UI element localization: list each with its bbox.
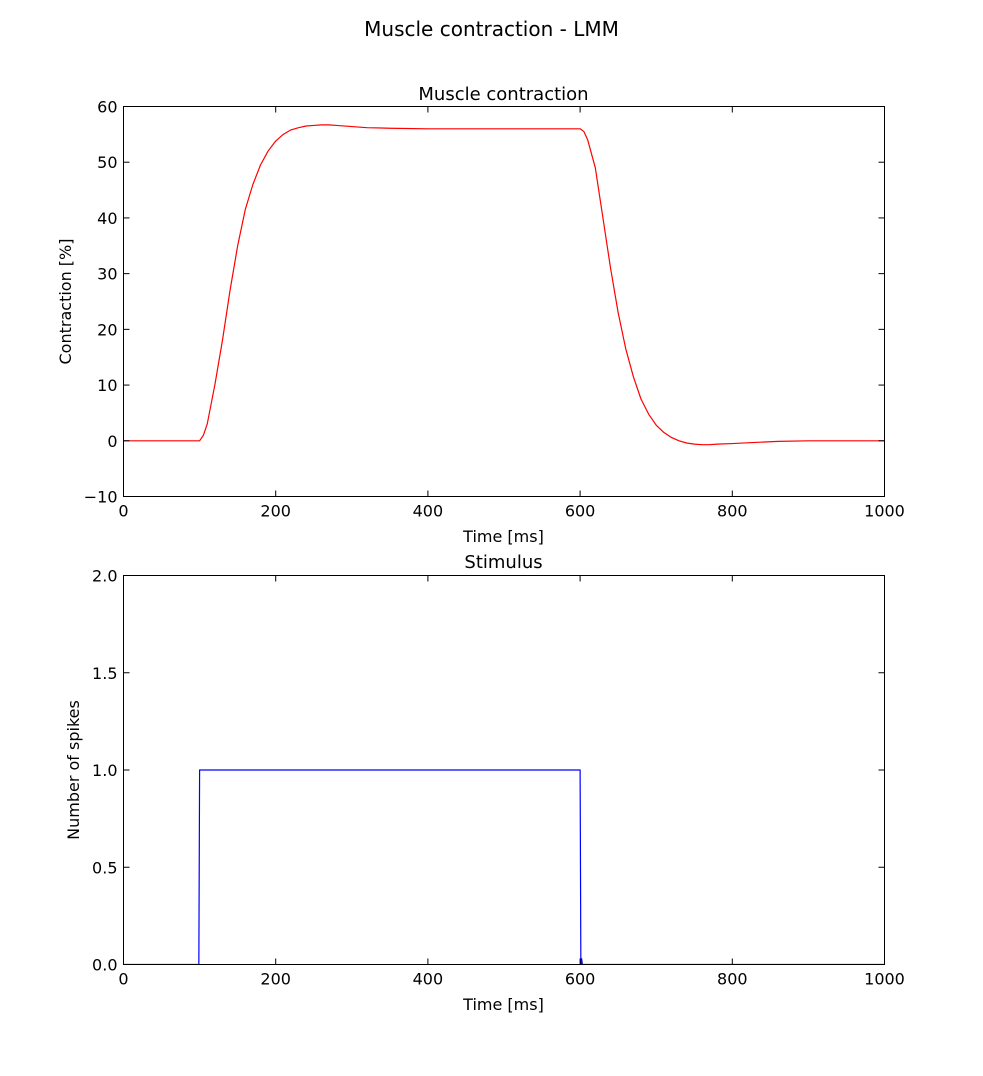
contraction-x-tick-label: 0 — [118, 502, 128, 521]
stimulus-series-line — [123, 769, 885, 965]
stimulus-x-tick-label: 400 — [413, 970, 444, 989]
contraction-y-tick-label: 60 — [97, 98, 117, 117]
stimulus-x-axis-label: Time [ms] — [462, 995, 544, 1014]
contraction-axes-title: Muscle contraction — [418, 84, 588, 105]
contraction-x-tick-label: 400 — [413, 502, 444, 521]
contraction-y-tick-label: 20 — [97, 320, 117, 339]
stimulus-axes: Stimulus 0 200 400 600 800 1000 0.0 0.5 1.0 1.5 2.… — [64, 552, 905, 1014]
contraction-x-axis-label: Time [ms] — [462, 527, 544, 546]
contraction-y-tick-label: 10 — [97, 376, 117, 395]
stimulus-axes-frame — [123, 575, 885, 965]
stimulus-y-axis-label: Number of spikes — [64, 700, 83, 840]
contraction-y-tick-label: 30 — [97, 265, 117, 284]
contraction-axes: Muscle contraction 0 200 400 600 800 1000−100… — [56, 84, 905, 546]
contraction-x-tick-label: 200 — [260, 502, 291, 521]
figure-suptitle: Muscle contraction - LMM — [364, 17, 619, 41]
contraction-y-tick-label: 0 — [107, 432, 117, 451]
contraction-y-tick-label: −10 — [84, 488, 118, 507]
stimulus-plot-area — [123, 769, 885, 965]
contraction-x-tick-label: 800 — [717, 502, 748, 521]
stimulus-y-tick-label: 0.5 — [92, 858, 117, 877]
contraction-y-tick-label: 40 — [97, 209, 117, 228]
contraction-axes-frame — [123, 106, 885, 497]
stimulus-x-tick-label: 600 — [565, 970, 596, 989]
stimulus-axes-title: Stimulus — [464, 552, 542, 573]
contraction-x-tick-label: 1000 — [864, 502, 905, 521]
contraction-series-line — [123, 124, 885, 446]
stimulus-x-tick-label: 800 — [717, 970, 748, 989]
stimulus-y-tick-label: 1.5 — [92, 664, 117, 683]
stimulus-ticks: 0 200 400 600 800 1000 0.0 0.5 1.0 1.5 2.0 — [92, 567, 905, 989]
stimulus-x-tick-label: 1000 — [864, 970, 905, 989]
contraction-plot-area — [123, 124, 885, 446]
stimulus-x-tick-label: 200 — [260, 970, 291, 989]
stimulus-y-tick-label: 0.0 — [92, 956, 117, 975]
stimulus-y-tick-label: 1.0 — [92, 761, 117, 780]
contraction-y-tick-label: 50 — [97, 153, 117, 172]
stimulus-x-tick-label: 0 — [118, 970, 128, 989]
stimulus-y-tick-label: 2.0 — [92, 567, 117, 586]
contraction-x-tick-label: 600 — [565, 502, 596, 521]
contraction-y-axis-label: Contraction [%] — [56, 239, 75, 365]
